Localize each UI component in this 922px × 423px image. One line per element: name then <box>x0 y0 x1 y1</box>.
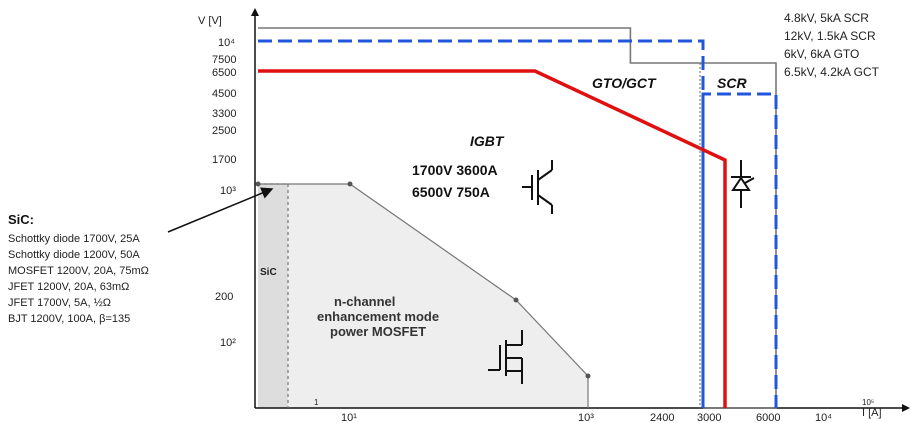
x-tick-label: 10⁵ <box>862 398 874 407</box>
mosfet-icon <box>488 330 523 384</box>
device-rating: 12kV, 1.5kA SCR <box>784 29 876 43</box>
x-tick-label: 10¹ <box>341 412 357 423</box>
x-tick-label: 3000 <box>697 412 721 423</box>
x-axis-label: I [A] <box>862 407 882 419</box>
x-tick-label: 10³ <box>578 412 594 423</box>
igbt-icon <box>522 160 553 214</box>
marker-layer <box>255 181 591 379</box>
y-axis-label: V [V] <box>198 15 222 27</box>
y-tick-label: 3300 <box>212 108 236 120</box>
mosfet-vertex-point <box>347 181 353 187</box>
igbt-rating-2: 6500V 750A <box>412 184 490 200</box>
mosfet-vertex-point <box>255 181 261 187</box>
x-tick-label: 10⁴ <box>815 412 832 423</box>
mosfet-label-line1: n-channel <box>334 294 395 309</box>
sic-heading: SiC: <box>8 212 34 227</box>
sic-item: JFET 1700V, 5A, ½Ω <box>8 297 111 309</box>
sic-boundary-line <box>258 183 289 408</box>
x-tick-label: 6000 <box>756 412 780 423</box>
mosfet-label-line3: power MOSFET <box>330 324 426 339</box>
device-rating: 6kV, 6kA GTO <box>784 47 859 61</box>
sic-item: JFET 1200V, 20A, 63mΩ <box>8 281 129 293</box>
y-tick-labels: 10⁴ 7500 6500 4500 3300 2500 1700 10³ 20… <box>212 37 236 349</box>
series-layer <box>258 27 778 409</box>
sic-item: BJT 1200V, 100A, β=135 <box>8 313 130 325</box>
y-tick-label: 10² <box>220 337 236 349</box>
sic-item: MOSFET 1200V, 20A, 75mΩ <box>8 265 149 277</box>
device-rating: 6.5kV, 4.2kA GCT <box>784 65 880 79</box>
scr-thyristor-icon <box>731 160 755 208</box>
y-tick-label: 1700 <box>212 154 236 166</box>
igbt-rating-1: 1700V 3600A <box>412 162 498 178</box>
scr-boundary-line <box>258 39 778 408</box>
y-tick-label: 6500 <box>212 67 236 79</box>
region-layer <box>258 184 588 408</box>
sic-region-label: SiC <box>260 267 277 278</box>
igbt-boundary-line <box>258 69 727 408</box>
scr-label: SCR <box>717 75 747 91</box>
y-tick-label: 2500 <box>212 125 236 137</box>
x-tick-label: 1 <box>314 398 319 407</box>
igbt-label: IGBT <box>470 133 505 149</box>
x-tick-label: 2400 <box>650 412 674 423</box>
y-tick-label: 10⁴ <box>218 37 235 49</box>
gto-gct-label: GTO/GCT <box>592 75 657 91</box>
mosfet-region-fill <box>258 184 588 408</box>
y-axis-arrow <box>251 8 259 16</box>
y-tick-label: 4500 <box>212 88 236 100</box>
sic-region-fill <box>258 184 288 408</box>
sic-pointer-arrow <box>167 187 274 233</box>
sic-item: Schottky diode 1700V, 25A <box>8 233 140 245</box>
mosfet-label-line2: enhancement mode <box>317 309 439 324</box>
x-tick-labels: 1 10¹ 10³ 2400 3000 6000 10⁴ 10⁵ <box>314 398 874 423</box>
y-tick-label: 200 <box>215 291 233 303</box>
mosfet-vertex-point <box>585 373 591 379</box>
x-axis-arrow <box>902 404 910 412</box>
device-rating: 4.8kV, 5kA SCR <box>784 11 869 25</box>
y-tick-label: 10³ <box>220 185 236 197</box>
sic-item: Schottky diode 1200V, 50A <box>8 249 140 261</box>
y-tick-label: 7500 <box>212 54 236 66</box>
mosfet-vertex-point <box>513 297 519 303</box>
